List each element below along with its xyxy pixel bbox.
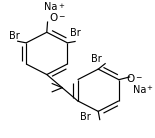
Text: Br: Br [91, 54, 101, 64]
Text: +: + [58, 3, 64, 9]
Text: Na: Na [133, 85, 146, 95]
Text: Br: Br [80, 112, 91, 122]
Text: Na: Na [44, 2, 58, 12]
Text: −: − [58, 13, 64, 22]
Text: O: O [126, 74, 135, 84]
Text: −: − [135, 73, 141, 82]
Text: Br: Br [70, 28, 81, 38]
Text: Br: Br [9, 31, 20, 41]
Text: +: + [147, 85, 153, 91]
Text: O: O [50, 13, 58, 23]
